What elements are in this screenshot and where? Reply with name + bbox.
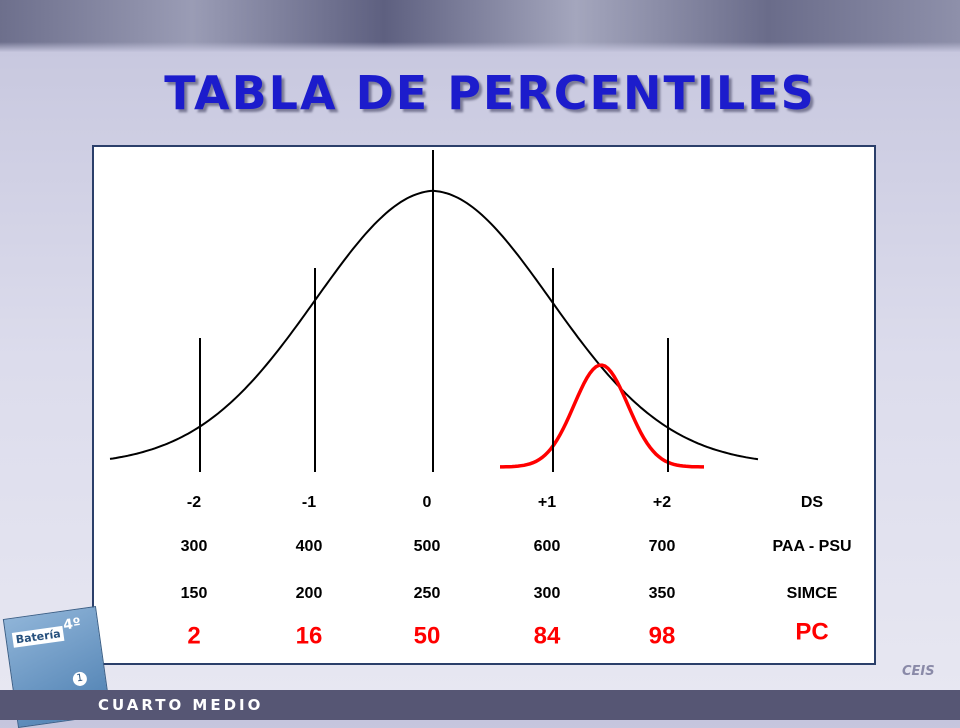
scale-value: 200 [296, 585, 323, 602]
row-label: PAA - PSU [772, 538, 851, 555]
sd-lines [199, 150, 669, 472]
percentile-value: 16 [296, 622, 323, 649]
logo: CEIS [902, 664, 935, 679]
footer-text: CUARTO MEDIO [98, 696, 264, 714]
book-grade: 4º [62, 615, 82, 634]
footer-bar: CUARTO MEDIO [0, 690, 960, 720]
scale-value: 300 [534, 585, 561, 602]
scale-value: -1 [302, 494, 316, 511]
scale-value: 600 [534, 538, 561, 555]
slide-title: TABLA DE PERCENTILES [164, 66, 816, 120]
scale-value: +2 [653, 494, 671, 511]
scale-value: +1 [538, 494, 556, 511]
diagram-panel: -2 -1 0 +1 +2 DS 300 400 500 600 700 PAA - PSU 150 20… [92, 145, 876, 665]
percentile-value: 2 [187, 622, 200, 649]
photo-banner [0, 0, 960, 52]
percentile-value: 98 [649, 622, 676, 649]
subgroup-curve [500, 363, 704, 469]
row-label: DS [801, 494, 824, 511]
scale-value: 700 [649, 538, 676, 555]
scale-value: 250 [414, 585, 441, 602]
scale-value: 400 [296, 538, 323, 555]
scale-value: 500 [414, 538, 441, 555]
row-label: SIMCE [787, 585, 838, 602]
book-volume: 1 [71, 671, 88, 687]
scale-value: -2 [187, 494, 201, 511]
book-title: Batería [11, 625, 65, 648]
normal-curve-diagram: -2 -1 0 +1 +2 DS 300 400 500 600 700 PAA - PSU 150 20… [109, 150, 852, 649]
scale-value: 350 [649, 585, 676, 602]
scale-table: -2 -1 0 +1 +2 DS 300 400 500 600 700 PAA - PSU 150 20… [181, 494, 852, 649]
scale-value: 300 [181, 538, 208, 555]
row-label: PC [795, 618, 828, 645]
scale-value: 0 [423, 494, 432, 511]
percentile-value: 50 [414, 622, 441, 649]
percentile-value: 84 [534, 622, 561, 649]
scale-value: 150 [181, 585, 208, 602]
